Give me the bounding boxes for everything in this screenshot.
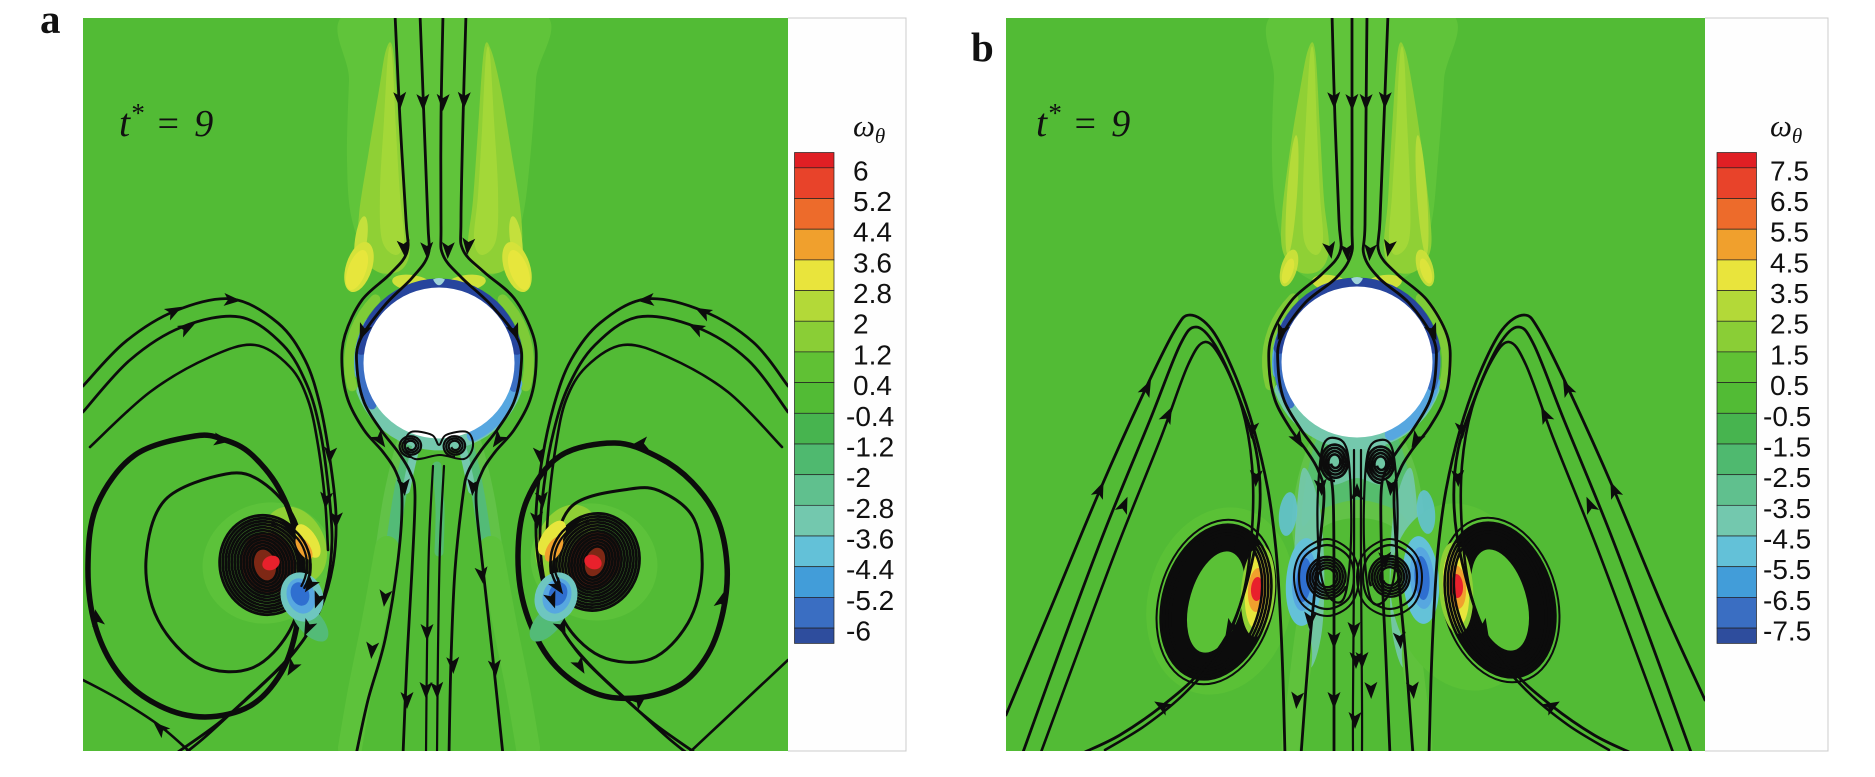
svg-text:-3.5: -3.5 (1763, 493, 1811, 524)
svg-text:-0.5: -0.5 (1763, 401, 1811, 432)
svg-text:-4.5: -4.5 (1763, 524, 1811, 555)
svg-text:b: b (971, 24, 994, 70)
svg-text:a: a (40, 0, 61, 42)
svg-text:1.5: 1.5 (1770, 339, 1809, 370)
svg-text:3.5: 3.5 (1770, 278, 1809, 309)
svg-text:-7.5: -7.5 (1763, 616, 1811, 647)
svg-text:-2: -2 (846, 462, 871, 493)
svg-text:5.5: 5.5 (1770, 217, 1809, 248)
svg-text:5.2: 5.2 (853, 186, 892, 217)
svg-text:-1.2: -1.2 (846, 432, 894, 463)
svg-text:3.6: 3.6 (853, 247, 892, 278)
svg-text:-5.2: -5.2 (846, 585, 894, 616)
svg-text:-5.5: -5.5 (1763, 554, 1811, 585)
svg-text:0.5: 0.5 (1770, 370, 1809, 401)
svg-text:7.5: 7.5 (1770, 155, 1809, 186)
svg-text:4.5: 4.5 (1770, 247, 1809, 278)
svg-text:1.2: 1.2 (853, 339, 892, 370)
svg-text:-4.4: -4.4 (846, 554, 894, 585)
svg-text:-1.5: -1.5 (1763, 432, 1811, 463)
svg-text:2: 2 (853, 309, 869, 340)
svg-text:0.4: 0.4 (853, 370, 892, 401)
svg-text:-2.8: -2.8 (846, 493, 894, 524)
svg-text:-2.5: -2.5 (1763, 462, 1811, 493)
svg-text:t* = 9: t* = 9 (1036, 98, 1132, 145)
svg-text:2.5: 2.5 (1770, 309, 1809, 340)
svg-text:6.5: 6.5 (1770, 186, 1809, 217)
svg-text:-6.5: -6.5 (1763, 585, 1811, 616)
svg-text:-6: -6 (846, 616, 871, 647)
svg-text:6: 6 (853, 155, 869, 186)
svg-text:-0.4: -0.4 (846, 401, 894, 432)
svg-text:2.8: 2.8 (853, 278, 892, 309)
svg-text:4.4: 4.4 (853, 217, 892, 248)
svg-text:-3.6: -3.6 (846, 524, 894, 555)
